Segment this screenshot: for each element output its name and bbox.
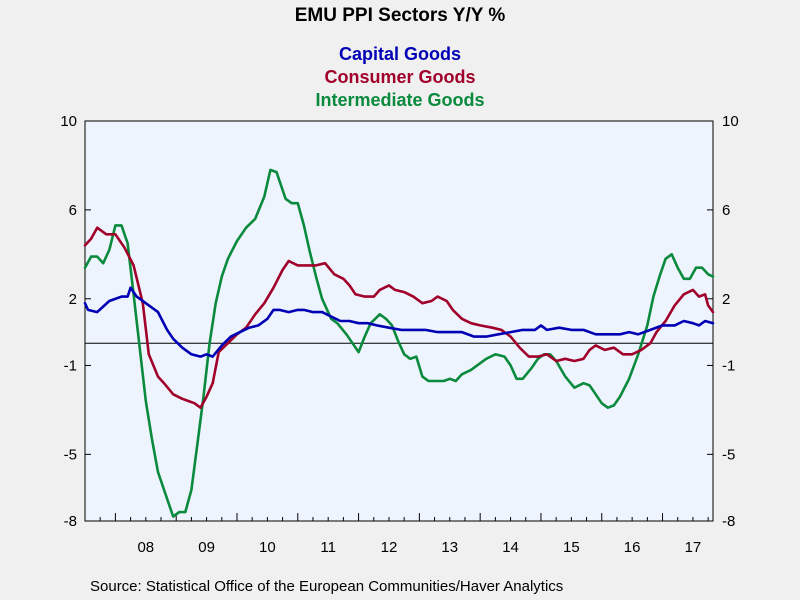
chart-title: EMU PPI Sectors Y/Y % — [295, 5, 506, 26]
y-tick-label-right: 6 — [722, 202, 730, 219]
x-tick-label: 12 — [381, 539, 398, 556]
legend-entry-intermediate: Intermediate Goods — [315, 90, 484, 110]
ticks-layer: 10 10 6 6 2 2 -1 -1 -5 -5 -8 -8 08 09 10 11 12 13 14 15 16 17 — [60, 113, 738, 556]
series-line-consumer-goods — [83, 226, 715, 409]
series-line-intermediate-goods — [83, 168, 715, 518]
x-tick-label: 13 — [441, 539, 458, 556]
lines-layer — [83, 168, 715, 518]
x-tick-label: 16 — [624, 539, 641, 556]
plot-area — [84, 120, 714, 522]
y-tick-label-right: 2 — [722, 291, 730, 308]
x-tick-label: 08 — [137, 539, 154, 556]
x-tick-label: 14 — [502, 539, 519, 556]
y-tick-label-right: -1 — [722, 357, 735, 374]
y-tick-label-left: -1 — [64, 357, 77, 374]
legend-entry-consumer: Consumer Goods — [324, 67, 475, 87]
x-tick-label: 17 — [685, 539, 702, 556]
y-tick-label-right: -8 — [722, 513, 735, 530]
y-tick-label-left: -8 — [64, 513, 77, 530]
series-line-capital-goods — [83, 286, 715, 358]
source-note: Source: Statistical Office of the Europe… — [90, 578, 563, 595]
y-tick-label-right: 10 — [722, 113, 739, 130]
y-tick-label-left: 2 — [69, 291, 77, 308]
x-tick-label: 09 — [198, 539, 215, 556]
x-tick-label: 11 — [320, 539, 336, 556]
x-tick-label: 10 — [259, 539, 276, 556]
y-tick-label-left: 10 — [60, 113, 77, 130]
y-tick-label-right: -5 — [722, 446, 735, 463]
y-tick-label-left: 6 — [69, 202, 77, 219]
x-tick-label: 15 — [563, 539, 580, 556]
y-tick-label-left: -5 — [64, 446, 77, 463]
legend-entry-capital: Capital Goods — [339, 44, 461, 64]
